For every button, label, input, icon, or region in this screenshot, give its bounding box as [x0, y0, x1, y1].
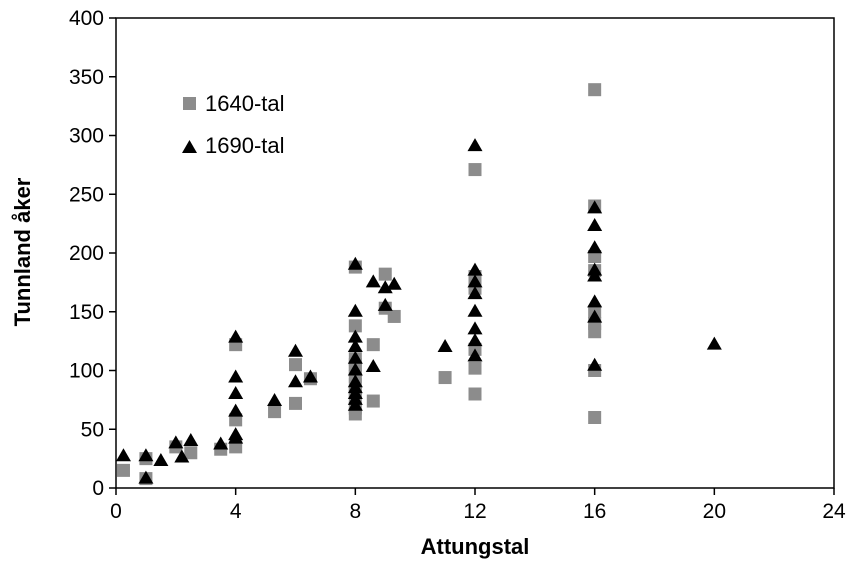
x-tick-label: 24	[822, 500, 846, 523]
data-point-square	[387, 309, 401, 323]
y-axis-title: Tunnland åker	[10, 177, 35, 326]
x-tick-label: 8	[349, 500, 361, 523]
data-point-square	[184, 446, 198, 460]
y-tick-label: 400	[69, 7, 104, 30]
legend-square-marker	[183, 97, 196, 110]
data-point-triangle	[437, 339, 453, 352]
data-point-square	[378, 267, 392, 281]
data-point-triangle	[587, 240, 603, 254]
data-point-square	[438, 371, 452, 385]
data-point-triangle	[228, 386, 244, 399]
data-point-triangle	[587, 200, 603, 214]
data-points	[115, 83, 722, 486]
data-point-square	[289, 358, 302, 372]
y-tick-label: 150	[69, 301, 104, 324]
data-point-triangle	[467, 333, 483, 347]
data-point-triangle	[347, 350, 363, 364]
data-point-square	[366, 338, 380, 352]
data-point-triangle	[228, 369, 244, 383]
data-point-triangle	[183, 433, 199, 446]
data-point-triangle	[228, 403, 244, 417]
data-point-square	[468, 387, 482, 401]
data-point-triangle	[386, 276, 402, 290]
data-point-square	[366, 394, 380, 408]
data-point-triangle	[138, 470, 154, 484]
x-tick-label: 0	[110, 500, 122, 523]
data-point-square	[268, 405, 282, 419]
data-point-triangle	[365, 274, 381, 288]
data-point-triangle	[706, 336, 722, 350]
data-point-triangle	[347, 362, 363, 376]
data-point-triangle	[377, 297, 393, 311]
x-axis: 0 4 8 12 16 20 24	[110, 488, 846, 523]
y-tick-label: 0	[92, 477, 104, 500]
x-tick-label: 4	[230, 500, 242, 523]
data-point-triangle	[587, 357, 603, 371]
x-tick-label: 16	[583, 500, 606, 523]
data-point-triangle	[228, 329, 244, 343]
data-point-triangle	[115, 448, 131, 462]
y-tick-label: 250	[69, 183, 104, 206]
data-point-triangle	[467, 262, 483, 276]
legend-triangle-marker	[182, 140, 197, 153]
data-point-triangle	[587, 309, 603, 323]
data-point-triangle	[467, 321, 483, 335]
y-tick-label: 50	[81, 418, 104, 441]
y-axis: 0 50 100 150 200 250 300 350 400	[69, 7, 116, 500]
data-point-triangle	[377, 280, 393, 294]
legend: 1640-tal 1690-tal	[170, 84, 304, 168]
data-point-triangle	[347, 303, 363, 317]
legend-label-1690: 1690-tal	[205, 133, 285, 158]
data-point-square	[348, 319, 362, 333]
data-point-square	[588, 411, 602, 424]
data-point-square	[468, 163, 482, 177]
x-axis-title: Attungstal	[421, 534, 530, 559]
data-point-triangle	[467, 138, 483, 152]
data-point-triangle	[467, 286, 483, 300]
data-point-triangle	[587, 294, 603, 308]
data-point-triangle	[267, 393, 283, 407]
data-point-triangle	[302, 369, 318, 383]
data-point-triangle	[347, 256, 363, 270]
data-point-square	[588, 83, 602, 97]
data-point-square	[289, 396, 302, 410]
data-point-triangle	[168, 435, 184, 449]
data-point-triangle	[467, 274, 483, 288]
data-point-square	[116, 463, 130, 477]
data-point-triangle	[587, 217, 603, 231]
data-point-triangle	[347, 339, 363, 352]
data-point-triangle	[153, 452, 169, 466]
x-tick-label: 12	[463, 500, 486, 523]
data-point-triangle	[288, 374, 303, 388]
data-point-triangle	[347, 374, 363, 388]
y-tick-label: 300	[69, 125, 104, 148]
data-point-triangle	[138, 448, 154, 462]
data-point-triangle	[365, 358, 381, 372]
legend-label-1640: 1640-tal	[205, 91, 285, 116]
data-point-triangle	[467, 348, 483, 362]
data-point-triangle	[174, 449, 190, 463]
data-point-square	[468, 361, 482, 375]
data-point-triangle	[347, 329, 363, 343]
y-tick-label: 350	[69, 66, 104, 89]
data-point-triangle	[228, 427, 244, 441]
data-point-triangle	[213, 436, 229, 450]
data-point-triangle	[587, 262, 603, 276]
y-tick-label: 200	[69, 242, 104, 265]
data-point-triangle	[288, 343, 303, 357]
data-point-triangle	[467, 303, 483, 317]
x-tick-label: 20	[703, 500, 726, 523]
y-tick-label: 100	[69, 360, 104, 383]
series-1690-tal	[115, 138, 722, 484]
